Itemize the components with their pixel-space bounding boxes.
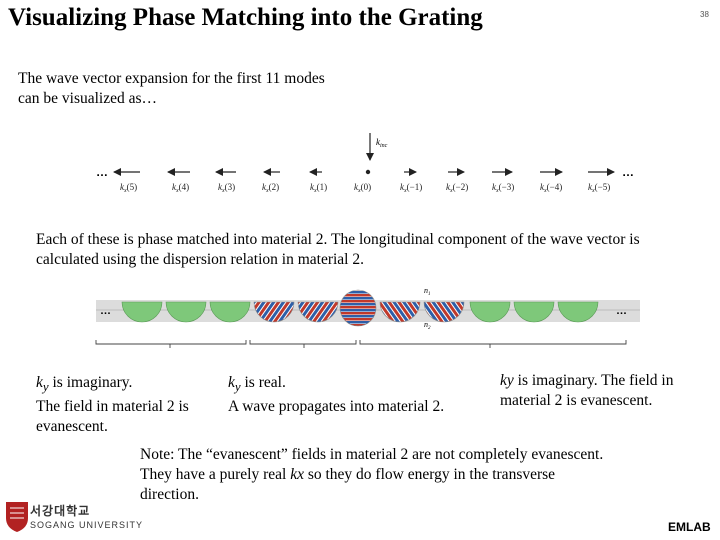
label-km2: kx(−2)	[446, 182, 468, 194]
center-region-line2: A wave propagates into material 2.	[228, 398, 445, 416]
k-inc-label: kinc	[376, 137, 388, 149]
lobe-propagating-center	[339, 289, 377, 327]
left-dots: …	[96, 165, 108, 179]
slide-title: Visualizing Phase Matching into the Grat…	[8, 4, 483, 31]
left-region-line2: The field in material 2 is evanescent.	[36, 398, 189, 436]
point-k0	[365, 169, 371, 175]
note-part1: Note: The “evanescent” fields in materia…	[140, 446, 604, 483]
page-number: 38	[700, 10, 709, 19]
wave-vector-labels: kx(5) kx(4) kx(3) kx(2) kx(1) kx(0) kx(−…	[120, 182, 610, 194]
label-km4: kx(−4)	[540, 182, 562, 194]
university-seal-icon	[6, 502, 28, 532]
brace-left	[95, 340, 247, 348]
evanescent-note: Note: The “evanescent” fields in materia…	[140, 445, 610, 505]
logo-korean: 서강대학교	[30, 504, 91, 518]
lobe-evanescent-2	[165, 301, 207, 323]
label-k5: kx(5)	[120, 182, 137, 194]
note-part2: so they do flow energy in the transverse…	[140, 466, 556, 503]
lobe-propagating-3	[379, 301, 421, 323]
label-km5: kx(−5)	[588, 182, 610, 194]
braces	[95, 340, 627, 348]
left-region-note: ky is imaginary. The field in material 2…	[36, 373, 221, 437]
lobe-propagating-2	[297, 301, 339, 323]
lobe-propagating-4	[423, 301, 465, 323]
university-logo: 서강대학교 SOGANG UNIVERSITY	[30, 502, 143, 530]
kx-symbol: kx	[290, 466, 304, 483]
ky-subscript: y	[234, 379, 241, 395]
label-k1: kx(1)	[310, 182, 327, 194]
footer-emlab: EMLAB	[668, 520, 711, 534]
label-k0: kx(0)	[354, 182, 371, 194]
phase-match-text: Each of these is phase matched into mate…	[36, 231, 640, 268]
ky-symbol: k	[36, 374, 43, 391]
label-km1: kx(−1)	[400, 182, 422, 194]
label-k4: kx(4)	[172, 182, 189, 194]
brace-center	[249, 340, 357, 348]
grating-right-dots: …	[616, 305, 627, 317]
center-region-note: ky is real. A wave propagates into mater…	[228, 373, 488, 417]
grating-left-dots: …	[100, 305, 111, 317]
ky-subscript: y	[42, 379, 49, 395]
grating-field-diagram: … … n1 n2	[96, 286, 640, 331]
wave-vector-arrows	[113, 168, 615, 176]
lobe-evanescent-4	[469, 301, 511, 323]
lobe-evanescent-5	[513, 301, 555, 323]
left-region-line1: is imaginary.	[48, 374, 133, 391]
n1-label: n1	[424, 286, 431, 297]
center-region-line1: is real.	[240, 374, 286, 391]
right-region-text: is imaginary. The field in material 2 is…	[500, 372, 674, 409]
ky-symbol: ky	[500, 372, 514, 389]
label-k2: kx(2)	[262, 182, 279, 194]
ky-symbol: k	[228, 374, 235, 391]
lobe-evanescent-6	[557, 301, 599, 323]
lobe-propagating-1	[253, 301, 295, 323]
right-dots: …	[622, 165, 634, 179]
logo-english: SOGANG UNIVERSITY	[30, 520, 144, 530]
lobe-evanescent-3	[209, 301, 251, 323]
lobe-evanescent-1	[121, 301, 163, 323]
right-region-note: ky is imaginary. The field in material 2…	[500, 371, 715, 411]
intro-text: The wave vector expansion for the first …	[18, 70, 325, 107]
brace-right	[359, 340, 627, 348]
label-km3: kx(−3)	[492, 182, 514, 194]
n2-label: n2	[424, 320, 431, 331]
label-k3: kx(3)	[218, 182, 235, 194]
